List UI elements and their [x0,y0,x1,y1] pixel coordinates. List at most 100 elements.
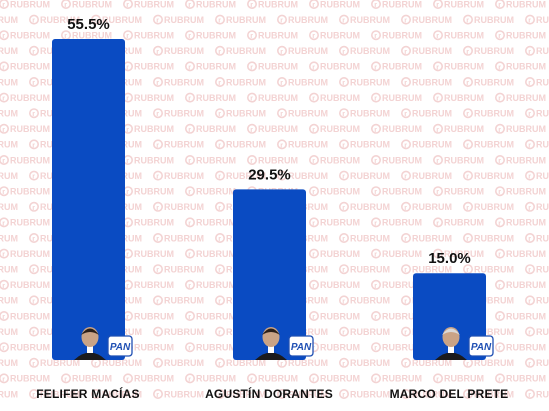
svg-text:r: r [280,142,283,149]
watermark-text: RUBRUM [536,296,549,306]
watermark-text: RUBRUM [0,233,18,243]
svg-text:r: r [2,314,5,321]
watermark-text: RUBRUM [226,140,266,150]
svg-text:r: r [188,376,191,383]
svg-text:r: r [404,236,407,243]
svg-text:r: r [436,252,439,259]
watermark-text: RUBRUM [382,0,422,9]
watermark-item: r RUBRUM [185,310,236,321]
watermark-text: RUBRUM [536,202,549,212]
watermark-text: RUBRUM [474,140,514,150]
svg-text:r: r [156,267,159,274]
watermark-text: RUBRUM [164,358,204,368]
watermark-text: RUBRUM [382,93,422,103]
svg-text:r: r [280,18,283,25]
svg-text:r: r [156,205,159,212]
watermark-text: RUBRUM [164,140,204,150]
svg-text:r: r [126,376,129,383]
watermark-text: RUBRUM [506,187,546,197]
svg-text:r: r [2,252,5,259]
watermark-text: RUBRUM [382,187,422,197]
svg-text:r: r [528,80,531,87]
svg-text:r: r [528,49,531,56]
watermark-text: RUBRUM [412,233,452,243]
watermark-text: RUBRUM [258,31,298,41]
watermark-text: RUBRUM [536,265,549,275]
svg-text:r: r [218,18,221,25]
watermark-text: RUBRUM [320,155,360,165]
watermark-text: RUBRUM [536,109,549,119]
watermark-text: RUBRUM [444,31,484,41]
watermark-text: RUBRUM [288,46,328,56]
watermark-text: RUBRUM [288,15,328,25]
watermark-text: RUBRUM [412,202,452,212]
svg-text:r: r [218,205,221,212]
watermark-text: RUBRUM [536,327,549,337]
watermark-text: RUBRUM [412,389,452,399]
svg-text:r: r [188,314,191,321]
svg-text:r: r [2,33,5,40]
watermark-text: RUBRUM [258,62,298,72]
watermark-text: RUBRUM [72,374,112,384]
watermark-text: RUBRUM [350,15,390,25]
watermark-text: RUBRUM [382,155,422,165]
watermark-text: RUBRUM [164,46,204,56]
watermark-text: RUBRUM [320,218,360,228]
watermark-text: RUBRUM [320,374,360,384]
watermark-text: RUBRUM [134,311,174,321]
svg-text:r: r [188,33,191,40]
watermark-text: RUBRUM [536,358,549,368]
watermark-text: RUBRUM [164,109,204,119]
watermark-text: RUBRUM [196,311,236,321]
candidate-photo [255,327,287,360]
svg-text:r: r [342,205,345,212]
watermark-text: RUBRUM [134,62,174,72]
svg-text:r: r [2,158,5,165]
watermark-text: RUBRUM [382,249,422,259]
svg-text:r: r [126,2,129,9]
bar [52,39,125,360]
watermark-text: RUBRUM [134,249,174,259]
watermark-item: r RUBRUM [400,233,452,243]
svg-text:r: r [218,174,221,181]
svg-text:r: r [374,283,377,290]
watermark-text: RUBRUM [258,0,298,9]
watermark-text: RUBRUM [412,46,452,56]
watermark-text: RUBRUM [10,374,50,384]
